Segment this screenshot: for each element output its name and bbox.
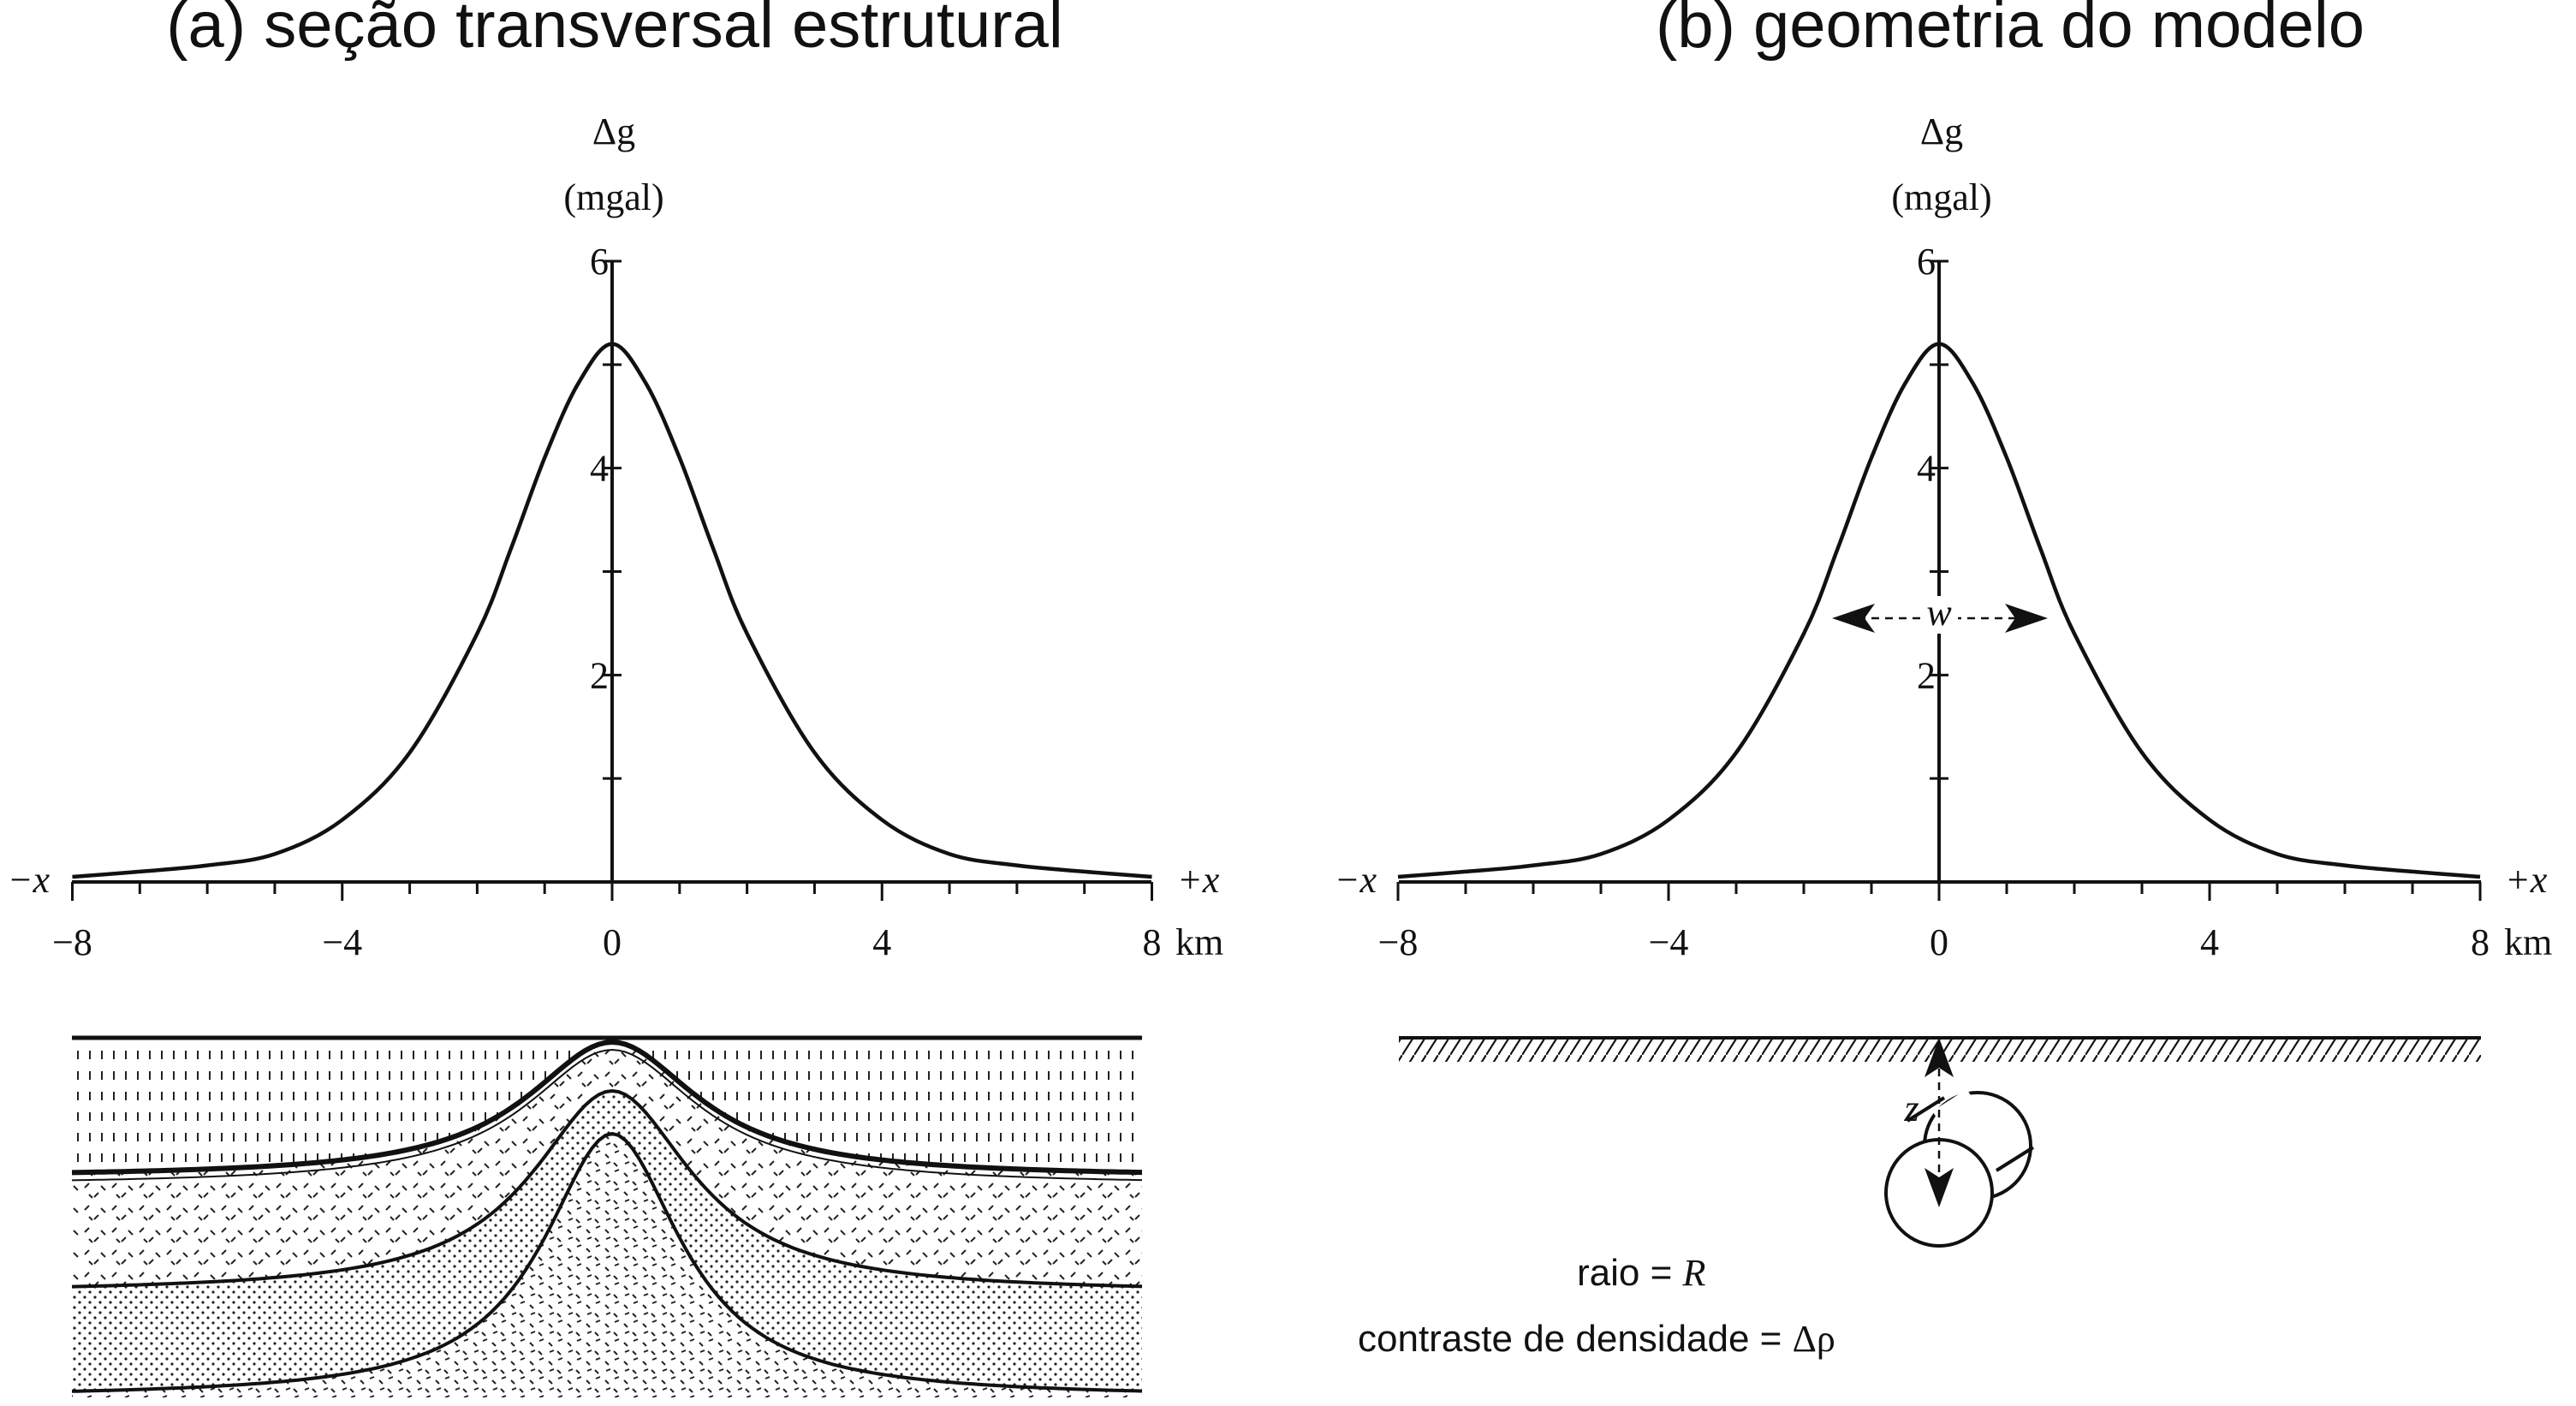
depth-arrow-up xyxy=(1925,1038,1954,1077)
panel-a-y-symbol: Δg xyxy=(592,110,635,152)
depth-indicator: z xyxy=(1903,1038,1954,1207)
width-indicator: w xyxy=(1832,592,2048,634)
panel-b-x-neg-label: −x xyxy=(1335,859,1377,901)
density-caption: contraste de densidade = Δρ xyxy=(1358,1318,1835,1360)
density-symbol: Δρ xyxy=(1793,1318,1835,1360)
radius-symbol: R xyxy=(1682,1252,1706,1294)
panel-b-x-tick-label: 0 xyxy=(1930,921,1948,963)
second-layer xyxy=(72,1042,1142,1287)
panel-b-x-tick-label: −8 xyxy=(1378,921,1419,963)
panel-b-x-tick-label: −4 xyxy=(1649,921,1689,963)
panel-b-y-label: Δg (mgal) xyxy=(1891,110,1991,218)
panel-b-ticks: −8 −4 0 4 8 2 4 6 xyxy=(1378,241,2490,963)
panel-a-x-tick-label: −8 xyxy=(52,921,92,963)
svg-text:Δg: Δg xyxy=(1920,110,1963,152)
panel-a-y-tick-label: 2 xyxy=(590,654,609,696)
panel-b-y-tick-label: 2 xyxy=(1917,654,1936,696)
boundary-2 xyxy=(72,1088,1142,1289)
panel-b-x-pos-label: +x xyxy=(2505,859,2548,901)
panel-b-chart: −8 −4 0 4 8 2 4 6 Δg (mgal) −x +x km w xyxy=(1335,110,2552,963)
top-layer xyxy=(72,1038,1142,1173)
panel-a-x-tick-label: −4 xyxy=(322,921,362,963)
boundary-1-inner xyxy=(72,1048,1142,1182)
panel-b-x-tick-label: 8 xyxy=(2471,921,2490,963)
panel-a-ticks: −8 −4 0 4 8 2 4 6 xyxy=(52,241,1161,963)
radius-caption: raio = R xyxy=(1577,1252,1706,1294)
panel-a-x-pos-label: +x xyxy=(1177,859,1220,901)
panel-b-y-unit: (mgal) xyxy=(1891,176,1991,218)
fourth-layer xyxy=(72,1134,1142,1397)
boundary-3 xyxy=(72,1131,1142,1393)
panel-a-y-tick-label: 4 xyxy=(590,448,609,490)
panel-b-y-symbol: Δg xyxy=(1920,110,1963,152)
boundary-1 xyxy=(72,1039,1142,1176)
density-text: contraste de densidade = xyxy=(1358,1318,1793,1360)
panel-b-x-tick-label: 4 xyxy=(2200,921,2219,963)
panel-b-y-tick-label: 6 xyxy=(1917,241,1936,283)
depth-label: z xyxy=(1903,1087,1919,1129)
panel-b-y-tick-label: 4 xyxy=(1917,448,1936,490)
width-arrow-left xyxy=(1832,604,1875,633)
radius-text: raio = xyxy=(1577,1252,1683,1294)
panel-a-x-neg-label: −x xyxy=(8,859,51,901)
panel-a-x-tick-label: 4 xyxy=(872,921,891,963)
panel-a-title: (a) seção transversal estrutural xyxy=(166,0,1063,62)
panel-a-x-unit: km xyxy=(1175,921,1223,963)
model-geometry: z raio = R contraste de densidade = Δρ xyxy=(1358,1036,2481,1360)
panel-a-x-tick-label: 8 xyxy=(1143,921,1162,963)
width-label: w xyxy=(1926,592,1952,634)
panel-a-y-label: Δg (mgal) xyxy=(563,110,663,218)
third-layer xyxy=(72,1091,1142,1391)
panel-b-x-unit: km xyxy=(2504,921,2552,963)
depth-arrow-down xyxy=(1925,1168,1954,1207)
panel-a-x-tick-label: 0 xyxy=(603,921,622,963)
panel-b-title: (b) geometria do modelo xyxy=(1656,0,2365,62)
panel-a-y-unit: (mgal) xyxy=(563,176,663,218)
svg-text:Δg: Δg xyxy=(592,110,635,152)
panel-a-chart: −8 −4 0 4 8 2 4 6 Δg (mgal) −x +x km xyxy=(8,110,1223,963)
structural-cross-section xyxy=(72,1035,1142,1397)
width-arrow-right xyxy=(2005,604,2048,633)
panel-a-y-tick-label: 6 xyxy=(590,241,609,283)
